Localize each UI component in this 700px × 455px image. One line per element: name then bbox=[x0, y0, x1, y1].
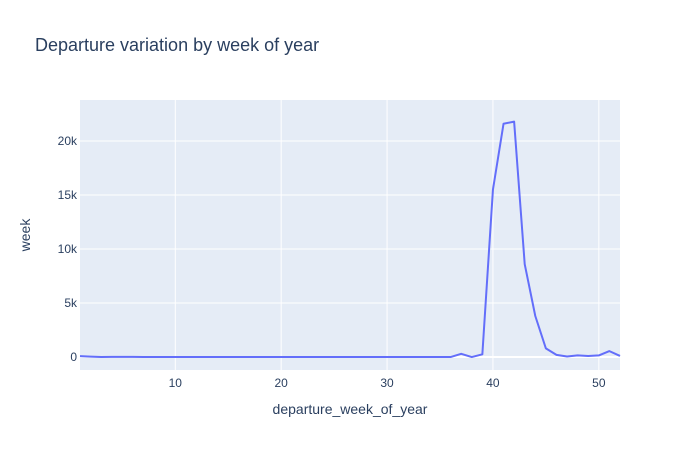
data-point[interactable] bbox=[289, 354, 295, 360]
data-point[interactable] bbox=[268, 354, 274, 360]
data-point[interactable] bbox=[204, 354, 210, 360]
data-point[interactable] bbox=[151, 354, 157, 360]
x-tick-label: 50 bbox=[592, 376, 606, 390]
data-point[interactable] bbox=[585, 353, 591, 359]
data-point[interactable] bbox=[606, 348, 612, 354]
y-axis-ticks: 0 5k 10k 15k 20k bbox=[58, 134, 78, 364]
data-point[interactable] bbox=[342, 354, 348, 360]
x-tick-label: 20 bbox=[274, 376, 288, 390]
y-tick-label: 15k bbox=[58, 188, 78, 202]
y-axis-label: week bbox=[17, 218, 33, 253]
data-point[interactable] bbox=[426, 354, 432, 360]
data-point[interactable] bbox=[575, 352, 581, 358]
data-point[interactable] bbox=[88, 354, 94, 360]
data-point[interactable] bbox=[310, 354, 316, 360]
data-point[interactable] bbox=[109, 354, 115, 360]
data-point[interactable] bbox=[416, 354, 422, 360]
data-point[interactable] bbox=[596, 352, 602, 358]
x-tick-label: 30 bbox=[380, 376, 394, 390]
data-point[interactable] bbox=[384, 354, 390, 360]
data-point[interactable] bbox=[141, 354, 147, 360]
data-point[interactable] bbox=[437, 354, 443, 360]
data-point[interactable] bbox=[172, 354, 178, 360]
y-tick-label: 10k bbox=[58, 242, 78, 256]
y-tick-label: 0 bbox=[70, 350, 77, 364]
data-point[interactable] bbox=[490, 187, 496, 193]
data-point[interactable] bbox=[225, 354, 231, 360]
data-point[interactable] bbox=[511, 119, 517, 125]
data-point[interactable] bbox=[395, 354, 401, 360]
data-point[interactable] bbox=[617, 353, 623, 359]
data-point[interactable] bbox=[469, 354, 475, 360]
data-point[interactable] bbox=[363, 354, 369, 360]
data-point[interactable] bbox=[183, 354, 189, 360]
data-point[interactable] bbox=[543, 345, 549, 351]
data-point[interactable] bbox=[278, 354, 284, 360]
data-point[interactable] bbox=[331, 354, 337, 360]
data-point[interactable] bbox=[352, 354, 358, 360]
series-layer bbox=[77, 119, 623, 360]
data-point[interactable] bbox=[98, 354, 104, 360]
data-point[interactable] bbox=[373, 354, 379, 360]
series-line bbox=[79, 120, 621, 359]
data-point[interactable] bbox=[130, 354, 136, 360]
data-point[interactable] bbox=[215, 354, 221, 360]
y-tick-label: 5k bbox=[64, 296, 78, 310]
plot-area bbox=[80, 100, 620, 370]
data-point[interactable] bbox=[257, 354, 263, 360]
chart-title: Departure variation by week of year bbox=[35, 35, 319, 55]
x-tick-label: 40 bbox=[486, 376, 500, 390]
data-point[interactable] bbox=[501, 121, 507, 127]
data-point[interactable] bbox=[246, 354, 252, 360]
data-point[interactable] bbox=[405, 354, 411, 360]
data-point[interactable] bbox=[119, 354, 125, 360]
data-point[interactable] bbox=[532, 313, 538, 319]
x-axis-ticks: 10 20 30 40 50 bbox=[169, 376, 606, 390]
data-point[interactable] bbox=[162, 354, 168, 360]
data-point[interactable] bbox=[77, 353, 83, 359]
data-point[interactable] bbox=[522, 261, 528, 267]
data-point[interactable] bbox=[448, 354, 454, 360]
data-point[interactable] bbox=[321, 354, 327, 360]
data-point[interactable] bbox=[236, 354, 242, 360]
data-point[interactable] bbox=[299, 354, 305, 360]
x-axis-label: departure_week_of_year bbox=[273, 401, 428, 417]
data-point[interactable] bbox=[553, 352, 559, 358]
x-tick-label: 10 bbox=[169, 376, 183, 390]
data-point[interactable] bbox=[193, 354, 199, 360]
data-point[interactable] bbox=[479, 351, 485, 357]
data-point[interactable] bbox=[564, 354, 570, 360]
y-tick-label: 20k bbox=[58, 134, 78, 148]
data-point[interactable] bbox=[458, 351, 464, 357]
